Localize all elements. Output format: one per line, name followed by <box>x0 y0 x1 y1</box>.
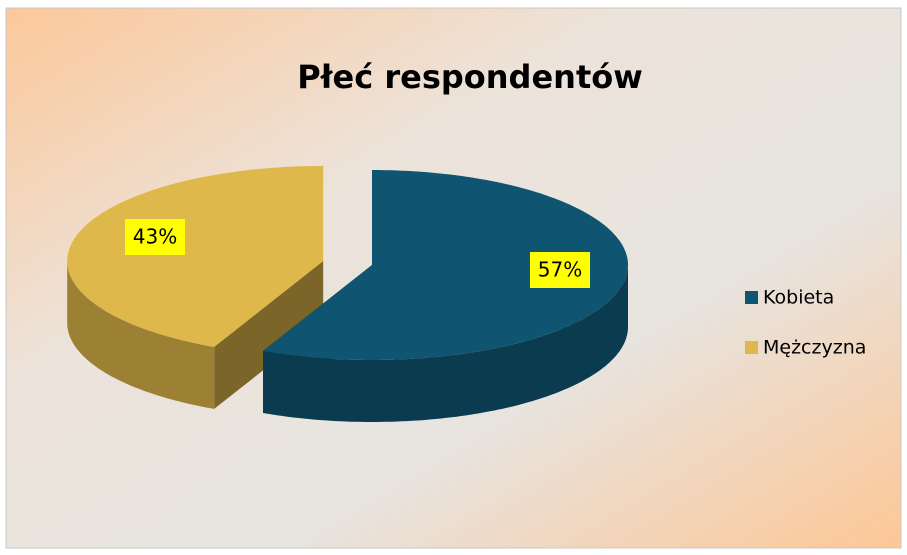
slice-rim <box>263 265 628 422</box>
slice <box>263 170 628 360</box>
legend-label: Mężczyzna <box>763 337 866 359</box>
legend-swatch <box>745 341 758 354</box>
chart-title: Płeć respondentów <box>297 58 643 96</box>
value-label: 57% <box>538 258 582 282</box>
legend-swatch <box>745 291 758 304</box>
value-label-box <box>530 252 590 288</box>
value-label-box <box>125 219 185 255</box>
slice-side <box>214 261 324 409</box>
value-label: 43% <box>133 225 177 249</box>
slice-rim <box>67 261 215 409</box>
slice <box>67 166 324 347</box>
legend-label: Kobieta <box>763 287 834 309</box>
